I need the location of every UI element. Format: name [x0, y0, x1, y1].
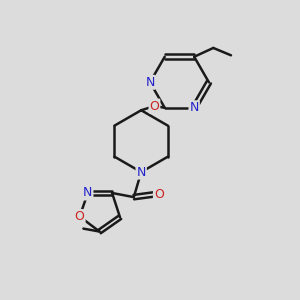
Text: O: O	[75, 210, 85, 223]
Text: N: N	[136, 166, 146, 178]
Text: N: N	[190, 101, 199, 114]
Text: N: N	[83, 187, 92, 200]
Text: O: O	[149, 100, 159, 112]
Text: N: N	[145, 76, 155, 89]
Text: O: O	[154, 188, 164, 201]
